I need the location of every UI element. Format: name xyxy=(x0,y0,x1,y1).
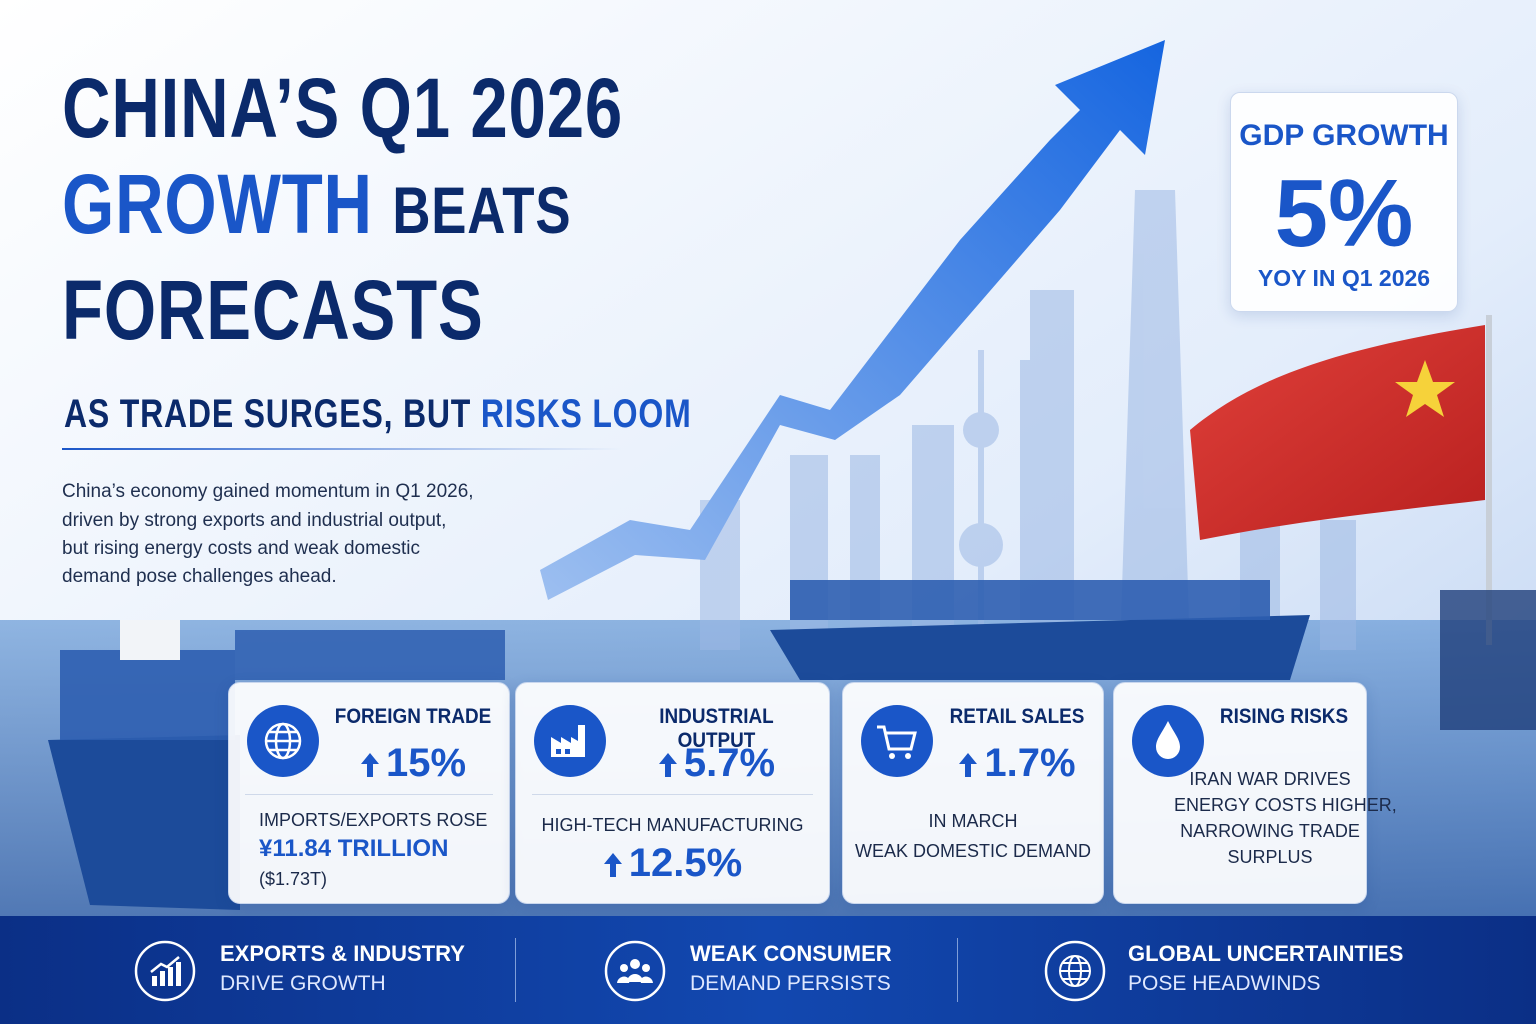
footer-title: EXPORTS & INDUSTRY xyxy=(220,941,465,966)
up-arrow xyxy=(603,853,622,878)
footer-text: POSE HEADWINDS xyxy=(1128,972,1321,995)
footer-divider xyxy=(957,938,958,1002)
footer-title: WEAK CONSUMER xyxy=(690,941,892,966)
footer-title: GLOBAL UNCERTAINTIES xyxy=(1128,941,1404,966)
card-title: RETAIL SALES xyxy=(949,705,1085,728)
containers xyxy=(60,650,235,740)
footer-bar: EXPORTS & INDUSTRY DRIVE GROWTH WEAK CON… xyxy=(0,916,1536,1024)
card-line: SURPLUS xyxy=(1227,847,1313,867)
stat-card: INDUSTRIAL OUTPUT 5.7% HIGH-TECH MANUFAC… xyxy=(515,682,830,904)
gdp-value: 5% xyxy=(1274,160,1414,267)
gdp-box: GDP GROWTH 5% YOY IN Q1 2026 xyxy=(1230,92,1458,312)
title-line: CHINA’S Q1 2026 xyxy=(62,61,624,155)
card-line: IMPORTS/EXPORTS ROSE xyxy=(259,810,488,830)
card-title: RISING RISKS xyxy=(1219,705,1349,728)
divider xyxy=(245,794,493,795)
card-line: IN MARCH xyxy=(928,811,1018,831)
footer-divider xyxy=(515,938,516,1002)
card-value: 1.7% xyxy=(984,741,1076,785)
flag-star xyxy=(1395,360,1455,417)
globe-icon xyxy=(1044,940,1106,1002)
ship-bridge xyxy=(120,620,180,660)
growth-arrow xyxy=(540,40,1165,600)
card-line: ($1.73T) xyxy=(259,869,328,889)
card-title: FOREIGN TRADE xyxy=(334,705,492,728)
title-highlight: GROWTH xyxy=(62,157,373,251)
intro-line: demand pose challenges ahead. xyxy=(62,566,337,587)
tower-sphere xyxy=(959,523,1003,567)
card-line: WEAK DOMESTIC DEMAND xyxy=(854,841,1091,861)
gdp-note: YOY IN Q1 2026 xyxy=(1257,265,1431,291)
tower xyxy=(978,350,984,650)
ship xyxy=(48,735,240,910)
stat-card: RISING RISKS IRAN WAR DRIVES ENERGY COST… xyxy=(1113,682,1397,904)
card-line: NARROWING TRADE xyxy=(1180,821,1360,841)
card-value-row: 5.7% xyxy=(612,741,821,786)
tower-sphere xyxy=(963,412,999,448)
up-arrow xyxy=(959,753,978,778)
containers xyxy=(235,630,505,680)
drop-icon xyxy=(1132,705,1204,777)
people-icon xyxy=(604,940,666,1002)
divider xyxy=(532,794,813,795)
subtitle-highlight: RISKS LOOM xyxy=(480,392,692,436)
gdp-label: GDP GROWTH xyxy=(1239,119,1449,152)
card-sub-value-row: 12.5% xyxy=(516,841,829,886)
card-line: IRAN WAR DRIVES xyxy=(1189,769,1351,789)
stat-card: FOREIGN TRADE 15% IMPORTS/EXPORTS ROSE ¥… xyxy=(228,682,510,904)
card-sub-label: HIGH-TECH MANUFACTURING xyxy=(541,815,804,835)
solar-panel xyxy=(1440,590,1536,730)
building xyxy=(850,455,880,650)
building xyxy=(1320,520,1356,650)
card-value: 5.7% xyxy=(683,741,776,785)
factory-icon xyxy=(534,705,606,777)
chart-icon xyxy=(134,940,196,1002)
intro-line: but rising energy costs and weak domesti… xyxy=(62,538,421,559)
footer-text: DRIVE GROWTH xyxy=(220,972,386,995)
card-line: ¥11.84 TRILLION xyxy=(259,835,449,862)
ship xyxy=(770,615,1310,680)
footer-text: DEMAND PERSISTS xyxy=(690,972,891,995)
title-line: GROWTH BEATS xyxy=(62,162,571,246)
title-word: BEATS xyxy=(392,173,572,247)
title-line: FORECASTS xyxy=(62,263,484,357)
card-sub-value: 12.5% xyxy=(628,841,743,885)
globe-icon xyxy=(247,705,319,777)
card-value: 15% xyxy=(385,741,467,785)
card-value-row: 15% xyxy=(325,741,501,786)
up-arrow xyxy=(360,753,379,778)
containers xyxy=(790,580,1270,620)
intro-line: China’s economy gained momentum in Q1 20… xyxy=(62,481,474,502)
subtitle: AS TRADE SURGES, BUT RISKS LOOM xyxy=(64,394,692,434)
up-arrow xyxy=(658,753,677,778)
cart-icon xyxy=(861,705,933,777)
card-title: INDUSTRIAL OUTPUT xyxy=(659,705,774,752)
card-value-row: 1.7% xyxy=(939,741,1095,786)
rule xyxy=(62,448,622,450)
intro-line: driven by strong exports and industrial … xyxy=(62,510,447,531)
subtitle-text: AS TRADE SURGES, BUT xyxy=(64,392,472,436)
flagpole xyxy=(1486,315,1492,645)
building xyxy=(790,455,828,650)
flag xyxy=(1190,325,1485,540)
card-line: ENERGY COSTS HIGHER, xyxy=(1174,795,1397,815)
stat-card: RETAIL SALES 1.7% IN MARCH WEAK DOMESTIC… xyxy=(842,682,1104,904)
tower xyxy=(1120,190,1190,650)
